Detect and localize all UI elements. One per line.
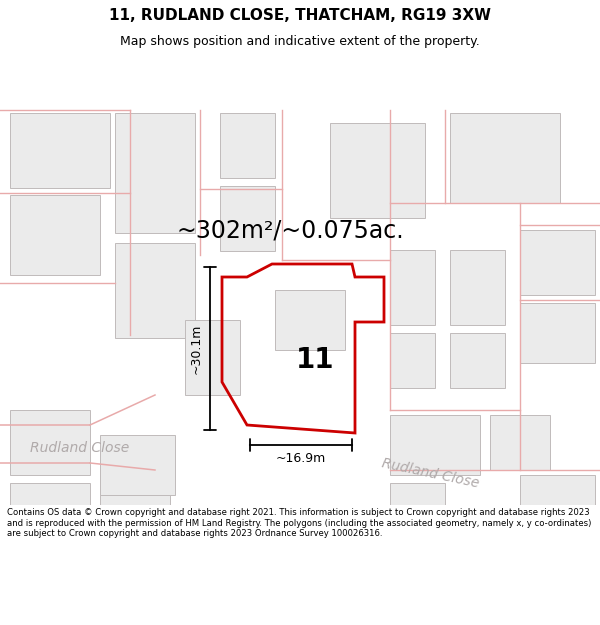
Bar (220, 186, 275, 251)
Bar (390, 333, 435, 388)
Bar (275, 290, 345, 350)
Bar (390, 483, 445, 523)
Bar (330, 123, 425, 218)
Bar (490, 415, 550, 470)
Text: 11: 11 (296, 346, 334, 374)
Text: Rudland Close: Rudland Close (31, 441, 130, 455)
Bar (10, 195, 100, 275)
Bar (115, 113, 195, 233)
Bar (390, 250, 435, 325)
Bar (450, 333, 505, 388)
Text: ~30.1m: ~30.1m (190, 323, 203, 374)
Bar (520, 303, 595, 363)
Bar (10, 113, 110, 188)
Bar (185, 320, 240, 395)
Bar (520, 475, 595, 530)
Bar (450, 113, 560, 203)
Text: Rudland Close: Rudland Close (380, 456, 480, 490)
Text: Contains OS data © Crown copyright and database right 2021. This information is : Contains OS data © Crown copyright and d… (7, 508, 592, 538)
Bar (100, 495, 170, 533)
Bar (10, 410, 90, 475)
Bar (220, 113, 275, 178)
Text: Map shows position and indicative extent of the property.: Map shows position and indicative extent… (120, 35, 480, 48)
Bar (450, 250, 505, 325)
Text: 11, RUDLAND CLOSE, THATCHAM, RG19 3XW: 11, RUDLAND CLOSE, THATCHAM, RG19 3XW (109, 8, 491, 23)
Bar (390, 415, 480, 475)
Text: ~16.9m: ~16.9m (276, 452, 326, 466)
Bar (115, 243, 195, 338)
Text: ~302m²/~0.075ac.: ~302m²/~0.075ac. (176, 218, 404, 242)
Bar (100, 435, 175, 495)
Bar (10, 483, 90, 533)
Bar (520, 230, 595, 295)
